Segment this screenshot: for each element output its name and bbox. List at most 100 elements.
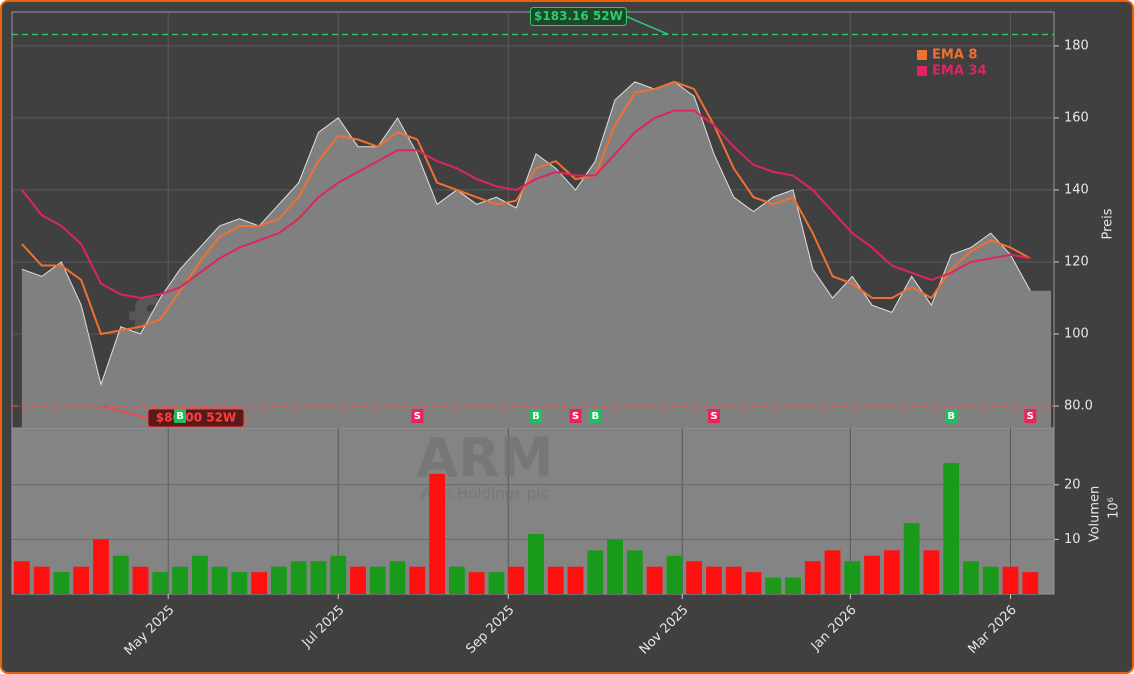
legend-label: EMA 34 — [932, 64, 987, 79]
volume-bar — [73, 566, 90, 594]
y-tick-label: 100 — [1064, 326, 1089, 341]
signal-marker — [529, 409, 542, 423]
x-tick-label: Jan 2026 — [808, 603, 860, 655]
signal-label: B — [532, 411, 540, 422]
volume-bar — [409, 566, 426, 594]
volume-bar — [389, 561, 406, 594]
extreme-label-box — [529, 6, 627, 26]
ema-line — [21, 109, 1031, 299]
signal-marker — [411, 409, 424, 423]
y-tick-label: 180 — [1064, 38, 1089, 53]
signal-label: B — [947, 411, 955, 422]
volume-bar — [883, 550, 900, 594]
volume-bar — [468, 572, 485, 594]
x-tick-label: Nov 2025 — [637, 603, 692, 658]
volume-bar — [923, 550, 940, 594]
volume-bar — [1002, 566, 1019, 594]
extreme-arrow — [100, 405, 149, 419]
volume-bar — [686, 561, 703, 594]
volume-bar — [369, 566, 386, 594]
volume-bar — [943, 462, 960, 594]
volume-bar — [765, 577, 782, 594]
signal-marker — [569, 409, 582, 423]
y-tick-label: 160 — [1064, 110, 1089, 125]
volume-bar — [152, 572, 169, 594]
signal-marker — [174, 409, 187, 423]
volume-bar — [646, 566, 663, 594]
volume-bar — [567, 566, 584, 594]
volume-bar — [804, 561, 821, 594]
volume-bar — [508, 566, 525, 594]
volume-bar — [290, 561, 307, 594]
signal-label: B — [591, 411, 599, 422]
y-tick-label: 140 — [1064, 182, 1089, 197]
volume-bar — [310, 561, 327, 594]
volume-bar — [547, 566, 564, 594]
signal-label: S — [710, 411, 717, 422]
volume-bar — [607, 539, 623, 594]
volume-bar — [626, 550, 643, 594]
volume-bar — [725, 566, 742, 594]
company-watermark: Arm Holdings plc — [421, 485, 548, 503]
signal-label: S — [414, 411, 421, 422]
volume-bar — [231, 572, 248, 594]
volume-bar — [172, 566, 188, 594]
volume-bar — [13, 561, 30, 594]
legend-label: EMA 8 — [932, 48, 977, 63]
signal-marker — [945, 409, 958, 423]
volume-bar — [271, 566, 287, 594]
volume-bar — [666, 555, 683, 594]
volume-bar — [93, 539, 109, 594]
volume-bar — [330, 555, 347, 594]
volume-bar — [963, 561, 979, 594]
extreme-label-box — [147, 408, 245, 428]
x-tick-label: Jul 2025 — [299, 603, 348, 652]
extreme-label: $80.00 52W — [156, 411, 236, 425]
volume-bar — [745, 572, 762, 594]
signal-label: S — [1027, 411, 1034, 422]
extreme-label: $183.16 52W — [534, 9, 623, 23]
volume-bar — [53, 572, 70, 594]
y-axis-label: Preis — [1101, 208, 1116, 239]
volume-bar — [33, 566, 50, 594]
extreme-arrow — [626, 15, 669, 36]
y-axis-unit: 10⁶ — [1107, 497, 1122, 519]
volume-bar — [844, 561, 861, 594]
x-tick-label: May 2025 — [122, 603, 178, 659]
volume-bar — [785, 577, 801, 594]
volume-bar — [350, 566, 366, 594]
y-axis-label: Volumen — [1088, 486, 1103, 543]
y-tick-label: 120 — [1064, 254, 1089, 269]
signal-marker — [1024, 409, 1037, 423]
volume-bar — [528, 533, 544, 594]
y-tick-label: 10 — [1064, 532, 1081, 547]
volume-bar — [587, 550, 604, 594]
volume-bar — [132, 566, 149, 594]
signal-marker — [589, 409, 602, 423]
volume-bar — [112, 555, 129, 594]
signal-label: S — [572, 411, 579, 422]
legend-swatch — [917, 50, 927, 60]
volume-bar — [903, 523, 920, 594]
volume-bar — [824, 550, 841, 594]
volume-bar — [706, 566, 722, 594]
volume-bar — [448, 566, 465, 594]
signal-marker — [707, 409, 720, 423]
legend-swatch — [917, 66, 927, 76]
volume-bar — [191, 555, 208, 594]
y-tick-label: 80.0 — [1064, 399, 1093, 414]
y-tick-label: 20 — [1064, 477, 1081, 492]
volume-bar — [982, 566, 999, 594]
signal-label: B — [176, 411, 184, 422]
volume-bar — [211, 566, 228, 594]
x-tick-label: Sep 2025 — [463, 603, 517, 657]
volume-bar — [488, 572, 505, 594]
volume-bar — [429, 473, 446, 594]
volume-bar — [251, 572, 268, 594]
volume-bar — [864, 555, 881, 594]
price-area — [21, 81, 1052, 428]
x-tick-label: Mar 2026 — [966, 603, 1020, 657]
volume-bar — [1022, 572, 1039, 594]
